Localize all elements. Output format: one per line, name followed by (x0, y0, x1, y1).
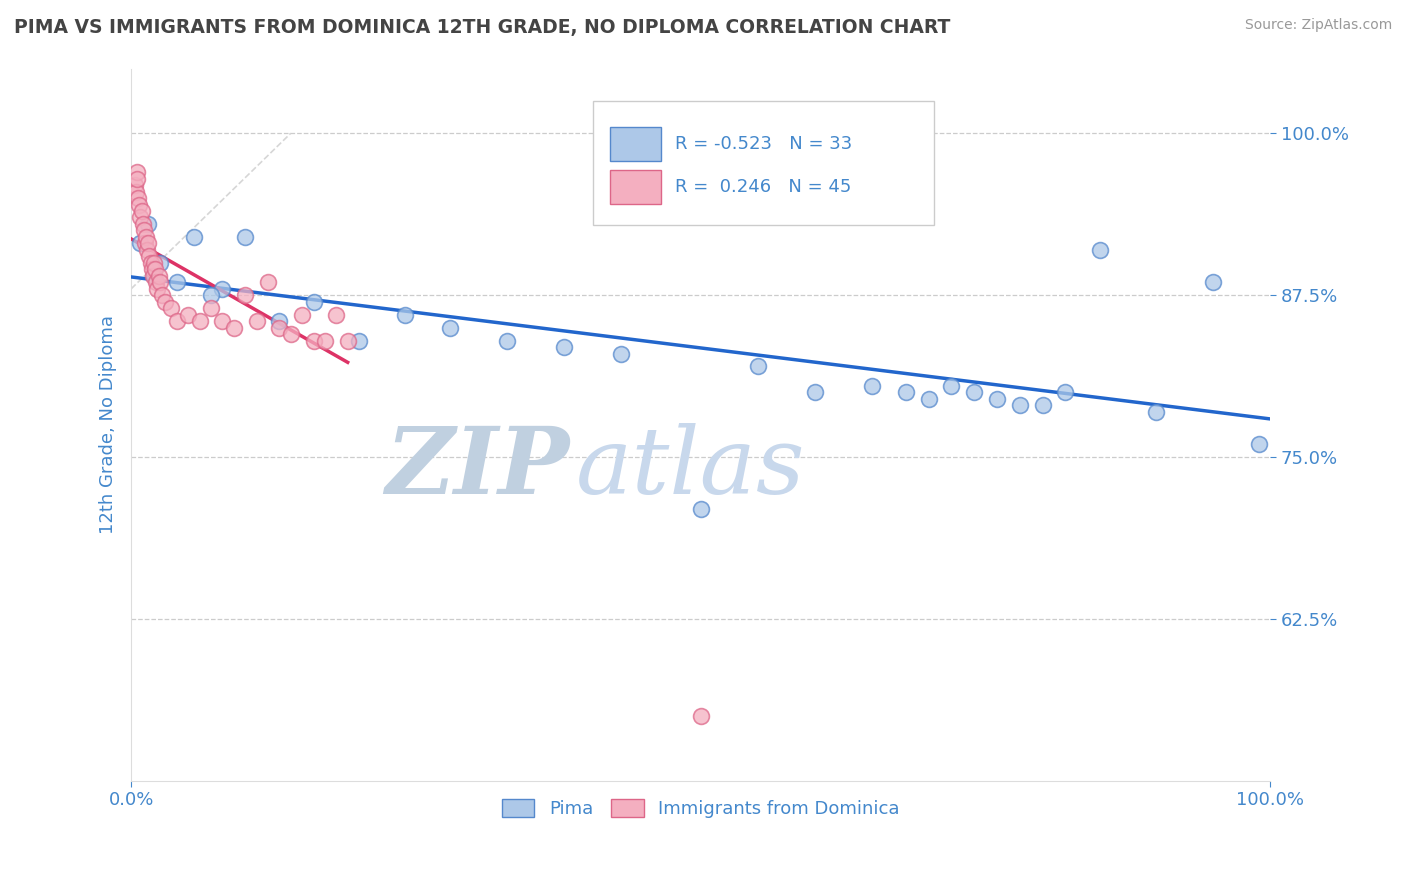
Point (325, 308, 347, 322)
Point (129, 211, 152, 225)
Point (245, 314, 267, 328)
Point (131, 217, 153, 231)
Point (689, 502, 711, 516)
Point (233, 230, 256, 244)
Point (222, 320, 245, 334)
Point (143, 256, 166, 270)
Point (128, 197, 150, 211)
Point (125, 165, 148, 179)
Point (148, 268, 170, 283)
Text: R = -0.523   N = 33: R = -0.523 N = 33 (675, 135, 852, 153)
Text: R =  0.246   N = 45: R = 0.246 N = 45 (675, 178, 851, 195)
Point (138, 217, 160, 231)
Point (314, 334, 336, 348)
FancyBboxPatch shape (610, 169, 661, 204)
Point (689, 709, 711, 723)
Point (713, 165, 735, 179)
Point (139, 256, 162, 270)
Point (496, 334, 519, 348)
Point (177, 308, 200, 322)
Point (155, 294, 177, 309)
Point (860, 379, 883, 393)
Point (125, 185, 148, 199)
Y-axis label: 12th Grade, No Diploma: 12th Grade, No Diploma (100, 315, 117, 534)
Point (141, 262, 163, 277)
Point (941, 379, 963, 393)
Point (150, 288, 173, 302)
Point (149, 256, 172, 270)
Point (336, 334, 359, 348)
Text: ZIP: ZIP (385, 423, 569, 513)
Point (134, 236, 156, 251)
Point (803, 385, 825, 400)
Point (1008, 398, 1031, 412)
Point (1202, 275, 1225, 289)
Point (136, 243, 159, 257)
Point (135, 230, 157, 244)
Point (138, 249, 160, 263)
Point (124, 178, 146, 193)
Point (894, 385, 917, 400)
Point (200, 288, 222, 302)
Point (610, 346, 633, 360)
Point (233, 288, 256, 302)
Point (125, 171, 148, 186)
Point (149, 275, 172, 289)
Point (917, 392, 939, 406)
Point (302, 334, 325, 348)
Point (183, 230, 205, 244)
FancyBboxPatch shape (592, 101, 935, 226)
Point (963, 385, 986, 400)
Point (211, 282, 233, 296)
Point (986, 392, 1008, 406)
Point (347, 334, 370, 348)
Point (211, 314, 233, 328)
Point (269, 314, 291, 328)
Point (269, 320, 291, 334)
Point (553, 340, 575, 354)
Point (127, 191, 149, 205)
Point (129, 236, 152, 251)
Point (200, 301, 222, 315)
Point (302, 294, 325, 309)
Point (1146, 405, 1168, 419)
Point (439, 320, 461, 334)
Point (132, 223, 155, 237)
Point (166, 314, 188, 328)
Point (160, 301, 183, 315)
Point (1088, 243, 1111, 257)
Point (145, 275, 167, 289)
Point (143, 268, 166, 283)
Point (131, 204, 153, 219)
Point (257, 275, 280, 289)
Point (291, 308, 314, 322)
Point (143, 262, 166, 277)
Point (1054, 385, 1077, 400)
Text: PIMA VS IMMIGRANTS FROM DOMINICA 12TH GRADE, NO DIPLOMA CORRELATION CHART: PIMA VS IMMIGRANTS FROM DOMINICA 12TH GR… (14, 18, 950, 37)
Point (142, 268, 165, 283)
Point (138, 236, 160, 251)
Text: atlas: atlas (575, 423, 806, 513)
Point (1247, 437, 1270, 451)
Point (1032, 398, 1054, 412)
Point (747, 359, 769, 374)
Point (280, 327, 302, 342)
Text: Source: ZipAtlas.com: Source: ZipAtlas.com (1244, 18, 1392, 32)
Point (146, 282, 169, 296)
Point (188, 314, 211, 328)
FancyBboxPatch shape (610, 127, 661, 161)
Point (166, 275, 188, 289)
Point (394, 308, 416, 322)
Legend: Pima, Immigrants from Dominica: Pima, Immigrants from Dominica (495, 791, 907, 825)
